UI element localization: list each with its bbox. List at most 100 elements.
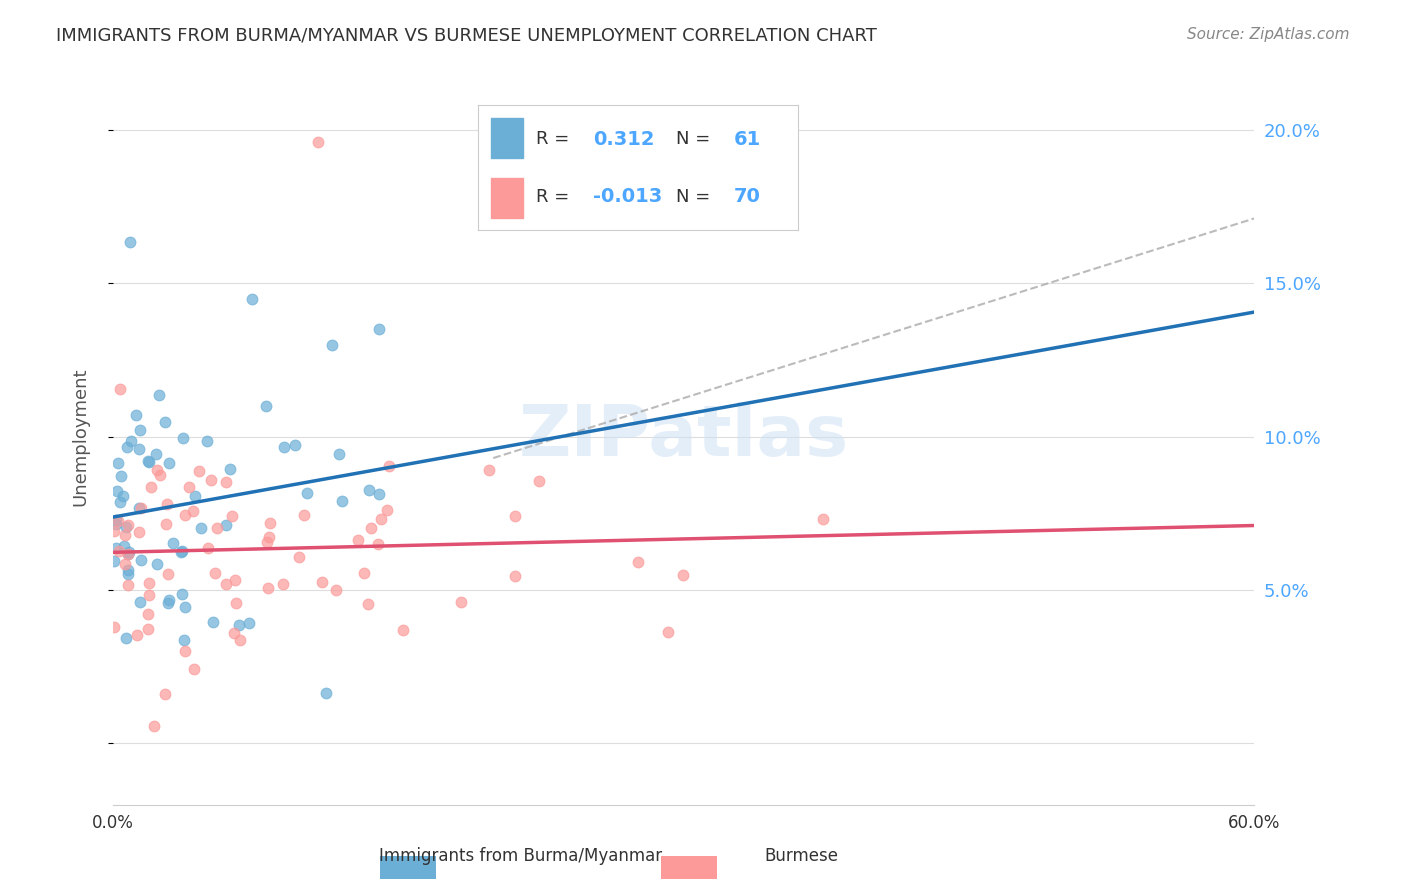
Point — [108, 544, 131, 558]
Point — [170, 545, 193, 559]
Point — [146, 557, 169, 571]
Point — [128, 500, 150, 515]
Point — [378, 458, 401, 473]
Point — [124, 408, 146, 422]
Point — [157, 456, 180, 470]
Point — [672, 568, 695, 582]
Point — [103, 524, 125, 538]
Point — [259, 516, 281, 530]
Point — [128, 524, 150, 539]
Point — [181, 504, 204, 518]
Point — [238, 615, 260, 630]
Point — [103, 620, 125, 634]
Point — [107, 514, 129, 528]
Point — [370, 512, 392, 526]
Point — [368, 487, 391, 501]
Point — [204, 566, 226, 581]
Point — [215, 475, 238, 490]
Point — [172, 431, 194, 445]
Point — [112, 539, 135, 553]
Point — [108, 494, 131, 508]
Point — [183, 662, 205, 676]
Point — [155, 687, 177, 701]
Point — [347, 533, 370, 548]
Point — [478, 462, 501, 476]
Point — [136, 622, 159, 636]
Point — [155, 516, 177, 531]
Point — [225, 596, 247, 610]
Point — [503, 509, 526, 524]
Point — [287, 549, 309, 564]
Point — [156, 596, 179, 610]
Point — [215, 577, 238, 591]
Point — [657, 624, 679, 639]
Point — [295, 486, 318, 500]
Point — [202, 615, 225, 630]
Point — [153, 415, 176, 429]
Text: Immigrants from Burma/Myanmar: Immigrants from Burma/Myanmar — [378, 847, 662, 865]
Point — [627, 556, 650, 570]
Point — [188, 464, 211, 478]
Point — [527, 475, 550, 489]
Point — [273, 440, 295, 454]
Point — [114, 528, 136, 542]
Point — [117, 563, 139, 577]
Point — [148, 467, 170, 482]
Point — [173, 599, 195, 614]
Point — [107, 456, 129, 470]
Point — [103, 554, 125, 568]
Point — [325, 582, 347, 597]
Y-axis label: Unemployment: Unemployment — [72, 368, 89, 506]
Point — [321, 337, 343, 351]
Point — [257, 530, 280, 544]
Point — [375, 502, 398, 516]
Point — [367, 536, 389, 550]
Point — [228, 632, 250, 647]
Point — [205, 521, 228, 535]
Point — [148, 388, 170, 402]
Point — [129, 553, 152, 567]
Point — [218, 461, 240, 475]
Point — [145, 447, 167, 461]
Point — [315, 685, 337, 699]
Point — [105, 516, 128, 531]
Text: ZIPatlas: ZIPatlas — [519, 402, 848, 471]
Point — [179, 480, 201, 494]
Point — [118, 545, 141, 559]
Point — [104, 513, 127, 527]
Point — [353, 566, 375, 580]
Point — [155, 497, 177, 511]
Point — [114, 520, 136, 534]
Point — [256, 535, 278, 549]
Point — [156, 566, 179, 581]
Point — [215, 518, 238, 533]
Point — [146, 463, 169, 477]
Point — [240, 292, 263, 306]
Point — [108, 382, 131, 396]
Point — [159, 593, 181, 607]
Point — [357, 597, 380, 611]
Text: Source: ZipAtlas.com: Source: ZipAtlas.com — [1187, 27, 1350, 42]
Point — [117, 547, 139, 561]
Point — [129, 595, 152, 609]
Point — [114, 557, 136, 571]
Point — [139, 480, 162, 494]
Point — [129, 501, 152, 516]
Point — [174, 508, 197, 523]
Point — [184, 489, 207, 503]
Point — [110, 468, 132, 483]
Point — [200, 473, 222, 487]
Point — [228, 618, 250, 632]
Point — [162, 536, 184, 550]
Point — [330, 494, 353, 508]
Point — [138, 455, 160, 469]
Point — [450, 595, 472, 609]
Point — [172, 544, 194, 558]
Text: Burmese: Burmese — [765, 847, 838, 865]
Point — [120, 434, 142, 448]
Point — [221, 509, 243, 524]
Point — [307, 135, 329, 149]
Point — [284, 438, 307, 452]
Point — [118, 235, 141, 250]
Point — [129, 423, 152, 437]
